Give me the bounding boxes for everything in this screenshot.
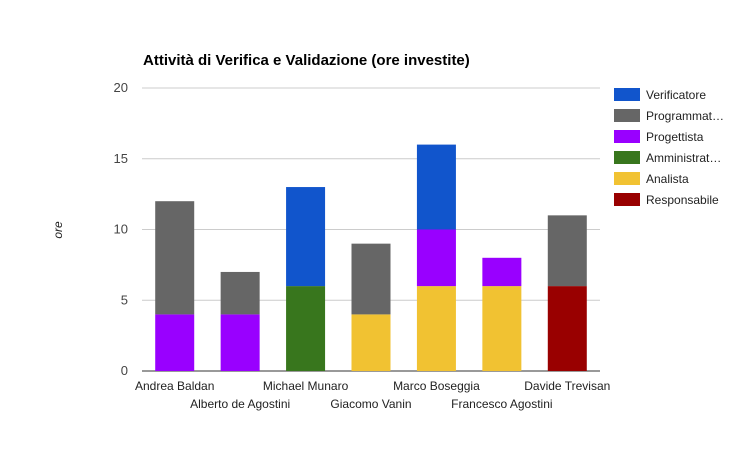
bar-segment — [220, 271, 260, 315]
legend-swatch — [614, 151, 640, 164]
legend: Verificatore Programmat… Progettista Ammini… — [614, 88, 724, 207]
y-axis-label: ore — [51, 221, 65, 239]
gridlines — [142, 87, 600, 372]
legend-swatch — [614, 193, 640, 206]
bar-segment — [416, 229, 456, 287]
category-label: Francesco Agostini — [451, 397, 552, 411]
bar-segment — [416, 144, 456, 230]
y-tick-label: 15 — [114, 151, 128, 166]
bar-segment — [220, 314, 260, 371]
chart-title: Attività di Verifica e Validazione (ore … — [143, 52, 470, 69]
bar-segment — [286, 286, 326, 371]
legend-label: Verificatore — [646, 88, 706, 102]
category-label: Alberto de Agostini — [190, 397, 290, 411]
bars — [155, 144, 587, 371]
legend-swatch — [614, 172, 640, 185]
y-tick-labels: 0 5 10 15 20 — [114, 80, 128, 378]
legend-swatch — [614, 109, 640, 122]
category-label: Andrea Baldan — [135, 379, 214, 393]
category-label: Davide Trevisan — [524, 379, 610, 393]
bar-segment — [286, 187, 326, 287]
bar-segment — [482, 286, 522, 371]
bar-segment — [482, 257, 522, 287]
legend-swatch — [614, 130, 640, 143]
legend-label: Analista — [646, 172, 689, 186]
bar-segment — [351, 314, 391, 371]
bar-segment — [155, 314, 195, 371]
category-label: Michael Munaro — [263, 379, 349, 393]
legend-label: Progettista — [646, 130, 704, 144]
y-tick-label: 10 — [114, 222, 128, 237]
bar-segment — [351, 243, 391, 315]
y-tick-label: 5 — [121, 292, 128, 307]
category-label: Giacomo Vanin — [330, 397, 411, 411]
legend-swatch — [614, 88, 640, 101]
bar-segment — [416, 286, 456, 371]
category-labels: Andrea Baldan Alberto de Agostini Michael … — [135, 379, 610, 411]
bar-segment — [547, 215, 587, 287]
y-tick-label: 0 — [121, 363, 128, 378]
legend-label: Amministrat… — [646, 151, 721, 165]
legend-label: Programmat… — [646, 109, 724, 123]
category-label: Marco Boseggia — [393, 379, 480, 393]
y-tick-label: 20 — [114, 80, 128, 95]
bar-segment — [547, 286, 587, 371]
legend-label: Responsabile — [646, 193, 719, 207]
bar-segment — [155, 201, 195, 315]
